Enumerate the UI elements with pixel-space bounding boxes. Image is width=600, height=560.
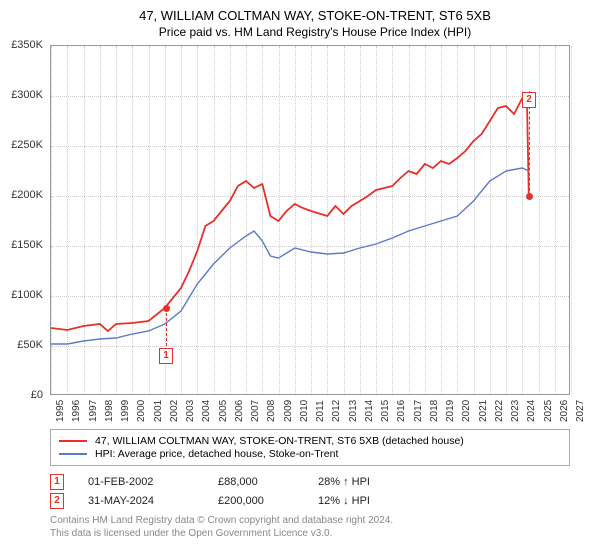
footer-price: £88,000 bbox=[218, 476, 318, 488]
legend-label: 47, WILLIAM COLTMAN WAY, STOKE-ON-TRENT,… bbox=[95, 435, 464, 447]
x-tick-label: 1998 bbox=[104, 400, 115, 422]
footer-price: £200,000 bbox=[218, 495, 318, 507]
series-hpi bbox=[51, 168, 529, 344]
footer-pct: 12% ↓ HPI bbox=[318, 495, 438, 507]
footer-pct: 28% ↑ HPI bbox=[318, 476, 438, 488]
x-tick-label: 2013 bbox=[348, 400, 359, 422]
x-tick-label: 2000 bbox=[136, 400, 147, 422]
x-tick-label: 2010 bbox=[299, 400, 310, 422]
x-tick-label: 1996 bbox=[71, 400, 82, 422]
x-tick-label: 2020 bbox=[461, 400, 472, 422]
x-tick-label: 2012 bbox=[331, 400, 342, 422]
marker-dot-1 bbox=[163, 305, 170, 312]
x-tick-label: 2004 bbox=[201, 400, 212, 422]
x-tick-label: 2005 bbox=[218, 400, 229, 422]
y-tick-label: £0 bbox=[0, 389, 43, 401]
attribution-line2: This data is licensed under the Open Gov… bbox=[50, 528, 570, 541]
x-tick-label: 2006 bbox=[234, 400, 245, 422]
x-tick-label: 2027 bbox=[575, 400, 586, 422]
y-tick-label: £200K bbox=[0, 189, 43, 201]
y-tick-label: £150K bbox=[0, 239, 43, 251]
title-line1: 47, WILLIAM COLTMAN WAY, STOKE-ON-TRENT,… bbox=[50, 8, 580, 23]
marker-label-1: 1 bbox=[159, 348, 173, 364]
x-tick-label: 2026 bbox=[559, 400, 570, 422]
x-tick-label: 2021 bbox=[478, 400, 489, 422]
x-tick-label: 2019 bbox=[445, 400, 456, 422]
attribution-text: Contains HM Land Registry data © Crown c… bbox=[50, 515, 570, 540]
x-tick-label: 2025 bbox=[543, 400, 554, 422]
marker-dash-1 bbox=[166, 308, 167, 351]
footer-marker-box: 1 bbox=[50, 474, 64, 490]
chart-plot-area: £0£50K£100K£150K£200K£250K£300K£350K 12 … bbox=[50, 45, 570, 395]
legend-swatch bbox=[59, 453, 87, 455]
x-tick-label: 2017 bbox=[413, 400, 424, 422]
legend-swatch bbox=[59, 440, 87, 442]
y-tick-label: £250K bbox=[0, 139, 43, 151]
chart-legend: 47, WILLIAM COLTMAN WAY, STOKE-ON-TRENT,… bbox=[50, 429, 570, 466]
footer-row: 2 31-MAY-2024£200,00012% ↓ HPI bbox=[50, 493, 570, 509]
x-tick-label: 2002 bbox=[169, 400, 180, 422]
y-tick-label: £100K bbox=[0, 289, 43, 301]
series-property bbox=[51, 98, 529, 331]
chart-lines bbox=[51, 46, 571, 396]
chart-title-block: 47, WILLIAM COLTMAN WAY, STOKE-ON-TRENT,… bbox=[50, 8, 580, 39]
x-tick-label: 2009 bbox=[283, 400, 294, 422]
x-tick-label: 2016 bbox=[396, 400, 407, 422]
x-tick-label: 2008 bbox=[266, 400, 277, 422]
x-tick-label: 2024 bbox=[526, 400, 537, 422]
x-tick-label: 2007 bbox=[250, 400, 261, 422]
x-tick-label: 1995 bbox=[55, 400, 66, 422]
marker-label-2: 2 bbox=[522, 92, 536, 108]
x-tick-label: 2003 bbox=[185, 400, 196, 422]
legend-row: 47, WILLIAM COLTMAN WAY, STOKE-ON-TRENT,… bbox=[59, 435, 561, 447]
legend-label: HPI: Average price, detached house, Stok… bbox=[95, 448, 338, 460]
x-tick-label: 2014 bbox=[364, 400, 375, 422]
x-tick-label: 2011 bbox=[315, 400, 326, 422]
x-tick-label: 2018 bbox=[429, 400, 440, 422]
gridline-v bbox=[571, 46, 572, 394]
footer-row: 1 01-FEB-2002£88,00028% ↑ HPI bbox=[50, 474, 570, 490]
y-tick-label: £50K bbox=[0, 339, 43, 351]
footer-marker-box: 2 bbox=[50, 493, 64, 509]
footer-date: 01-FEB-2002 bbox=[88, 476, 218, 488]
x-tick-label: 2001 bbox=[153, 400, 164, 422]
x-tick-label: 1999 bbox=[120, 400, 131, 422]
title-line2: Price paid vs. HM Land Registry's House … bbox=[50, 25, 580, 39]
marker-dot-2 bbox=[526, 193, 533, 200]
x-tick-label: 2023 bbox=[510, 400, 521, 422]
footer-date: 31-MAY-2024 bbox=[88, 495, 218, 507]
x-tick-label: 1997 bbox=[88, 400, 99, 422]
y-axis: £0 £50K £100K £150K £200K £250K £300K £350K bbox=[3, 39, 47, 403]
marker-data-table: 1 01-FEB-2002£88,00028% ↑ HPI 2 31-MAY-2024… bbox=[50, 474, 570, 509]
x-tick-label: 2015 bbox=[380, 400, 391, 422]
legend-row: HPI: Average price, detached house, Stok… bbox=[59, 448, 561, 460]
attribution-line1: Contains HM Land Registry data © Crown c… bbox=[50, 515, 570, 528]
x-axis: 1995 1996 1997 1998 1999 2000 2001 2002 2003 2004… bbox=[51, 396, 571, 422]
x-tick-label: 2022 bbox=[494, 400, 505, 422]
y-tick-label: £300K bbox=[0, 89, 43, 101]
y-tick-label: £350K bbox=[0, 39, 43, 51]
